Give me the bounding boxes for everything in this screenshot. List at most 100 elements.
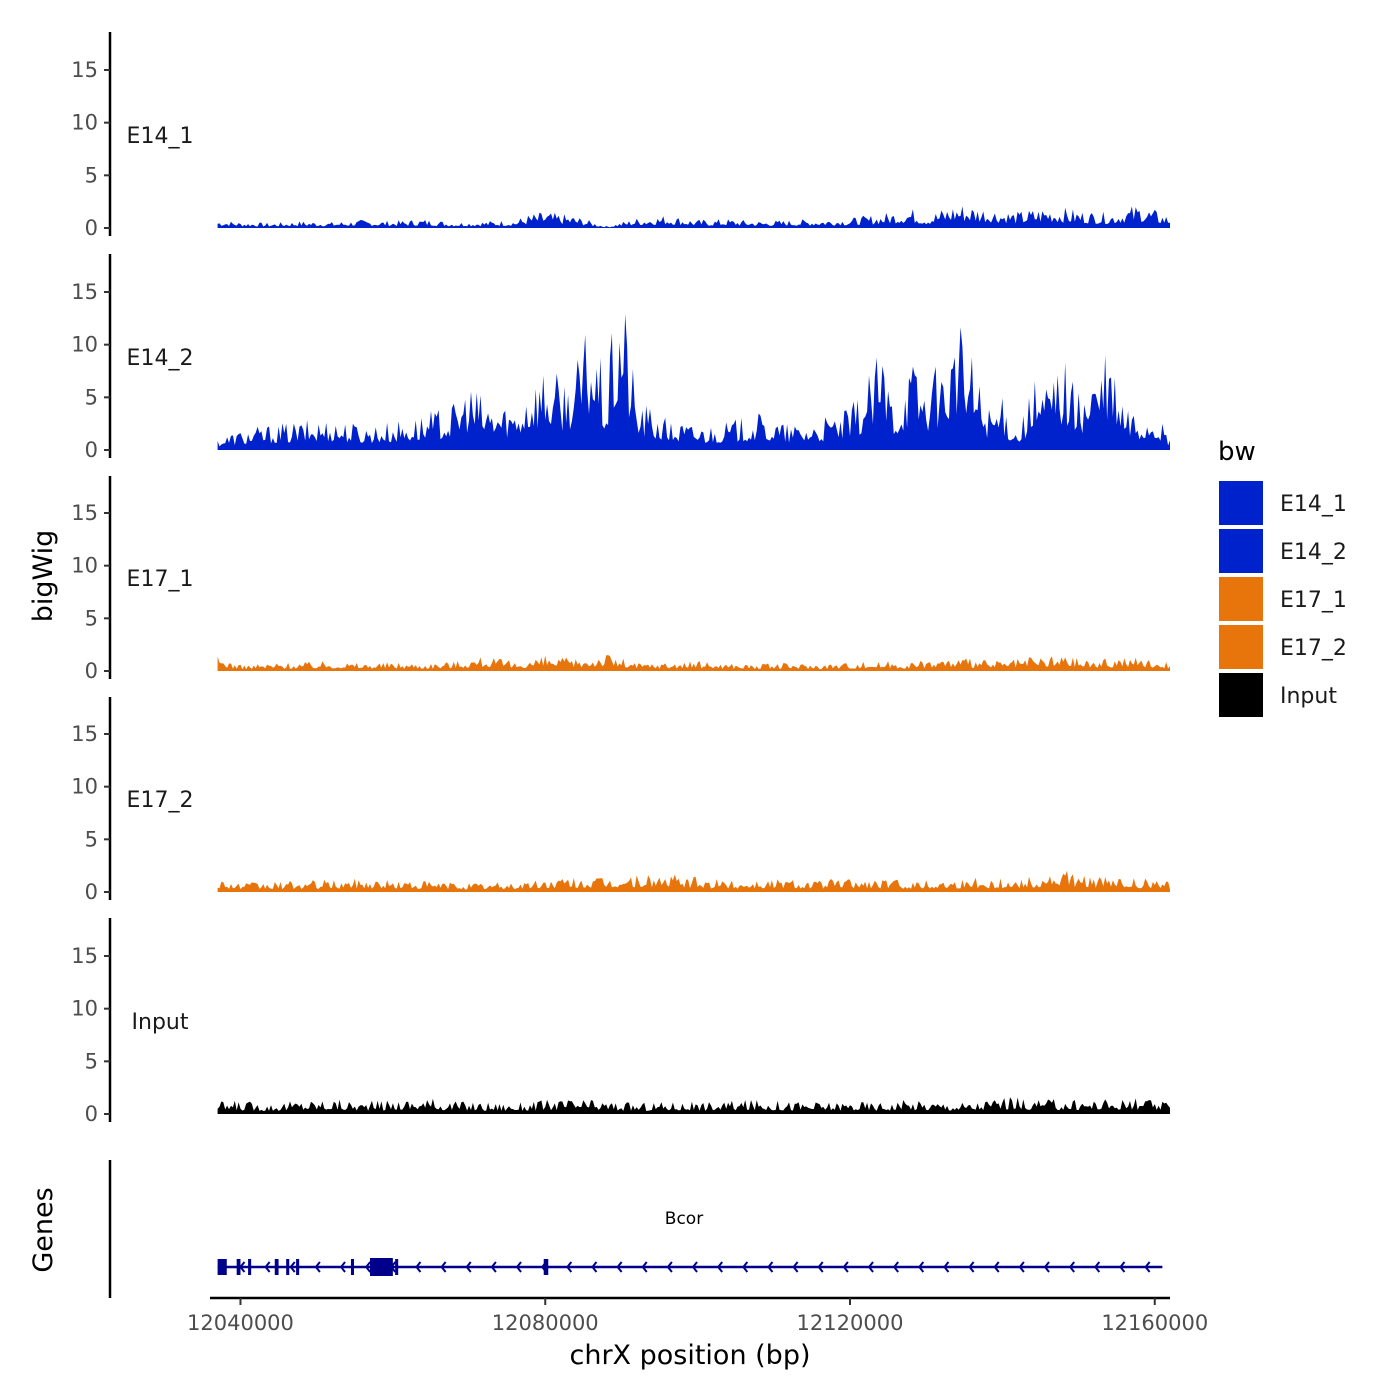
- legend-item: E14_1: [1217, 479, 1347, 527]
- exon: [236, 1259, 241, 1275]
- strand-arrow: [918, 1261, 925, 1273]
- exon: [296, 1259, 300, 1275]
- signal-tracks: 0 5 10 15 E14_1 0 5 10 15 E14_2 0 5 10 15 E17_1 0 5 10 15 E…: [71, 32, 1171, 1126]
- legend-swatch: [1217, 671, 1265, 719]
- exon: [248, 1259, 252, 1275]
- strand-arrow: [364, 1261, 371, 1273]
- strand-arrow: [817, 1261, 824, 1273]
- gene-track-title: Genes: [28, 1187, 59, 1272]
- track-E17_1: 0 5 10 15 E17_1: [71, 476, 1171, 683]
- strand-arrow: [666, 1261, 673, 1273]
- y-tick-label: 0: [85, 216, 98, 240]
- x-tick-label: 12120000: [797, 1311, 904, 1335]
- strand-arrow: [566, 1261, 573, 1273]
- track-label: E14_1: [127, 124, 194, 149]
- legend-label: E17_2: [1280, 636, 1347, 661]
- track-E14_2: 0 5 10 15 E14_2: [71, 254, 1171, 462]
- strand-arrow: [440, 1261, 447, 1273]
- strand-arrow: [415, 1261, 422, 1273]
- exon: [543, 1259, 549, 1275]
- y-tick-label: 5: [85, 606, 98, 630]
- y-tick-label: 0: [85, 880, 98, 904]
- strand-arrow: [641, 1261, 648, 1273]
- legend-label: E14_1: [1280, 492, 1347, 517]
- strand-arrow: [465, 1261, 472, 1273]
- y-tick-label: 10: [71, 333, 98, 357]
- strand-arrow: [1144, 1261, 1151, 1273]
- strand-arrow: [264, 1261, 271, 1273]
- track-label: Input: [132, 1010, 189, 1035]
- y-tick-label: 5: [85, 1049, 98, 1073]
- strand-arrow: [968, 1261, 975, 1273]
- legend-swatch: [1217, 575, 1265, 623]
- y-tick-label: 5: [85, 163, 98, 187]
- y-tick-label: 5: [85, 827, 98, 851]
- strand-arrow: [289, 1261, 296, 1273]
- exon: [274, 1259, 279, 1275]
- y-tick-label: 15: [71, 58, 98, 82]
- y-tick-label: 15: [71, 944, 98, 968]
- legend-swatch: [1217, 623, 1265, 671]
- strand-arrow: [892, 1261, 899, 1273]
- strand-arrow: [742, 1261, 749, 1273]
- legend-label: E17_1: [1280, 588, 1347, 613]
- signal-area-E14_1: [217, 206, 1171, 228]
- exon: [370, 1258, 393, 1276]
- y-tick-label: 15: [71, 722, 98, 746]
- exon: [395, 1259, 399, 1275]
- x-tick-label: 12040000: [187, 1311, 294, 1335]
- strand-arrow: [767, 1261, 774, 1273]
- y-tick-label: 10: [71, 997, 98, 1021]
- strand-arrow: [993, 1261, 1000, 1273]
- y-tick-label: 10: [71, 775, 98, 799]
- exon: [350, 1259, 354, 1275]
- gene-name-label: Bcor: [665, 1209, 703, 1229]
- y-tick-label: 0: [85, 659, 98, 683]
- strand-arrow: [490, 1261, 497, 1273]
- y-tick-label: 0: [85, 438, 98, 462]
- strand-arrow: [1119, 1261, 1126, 1273]
- legend-label: Input: [1280, 684, 1337, 709]
- legend-swatch: [1217, 479, 1265, 527]
- track-E14_1: 0 5 10 15 E14_1: [71, 32, 1171, 240]
- legend-swatch: [1217, 527, 1265, 575]
- strand-arrow: [867, 1261, 874, 1273]
- signal-area-E17_2: [217, 870, 1171, 892]
- x-axis: 12040000 12080000 12120000 12160000: [187, 1296, 1208, 1335]
- strand-arrow: [691, 1261, 698, 1273]
- strand-arrow: [616, 1261, 623, 1273]
- y-tick-label: 15: [71, 280, 98, 304]
- strand-arrow: [515, 1261, 522, 1273]
- legend-item: E17_1: [1217, 575, 1347, 623]
- x-axis-title: chrX position (bp): [569, 1340, 810, 1371]
- track-label: E17_1: [127, 567, 194, 592]
- track-label: E17_2: [127, 788, 194, 813]
- y-tick-label: 5: [85, 385, 98, 409]
- strand-arrow: [716, 1261, 723, 1273]
- legend-item: E17_2: [1217, 623, 1347, 671]
- strand-arrow: [591, 1261, 598, 1273]
- legend-item: Input: [1217, 671, 1337, 719]
- strand-arrow: [1068, 1261, 1075, 1273]
- legend: bw E14_1 E14_2 E17_1 E17_2 Input: [1217, 437, 1347, 719]
- y-tick-label: 10: [71, 111, 98, 135]
- y-tick-label: 0: [85, 1102, 98, 1126]
- y-tick-label: 15: [71, 501, 98, 525]
- signal-area-E17_1: [217, 655, 1171, 671]
- x-tick-label: 12160000: [1101, 1311, 1208, 1335]
- exon: [286, 1259, 290, 1275]
- legend-title: bw: [1218, 437, 1256, 467]
- gene-track-panel: Genes Bcor: [28, 1160, 1163, 1298]
- signal-area-Input: [217, 1097, 1171, 1114]
- x-tick-label: 12080000: [492, 1311, 599, 1335]
- strand-arrow: [1043, 1261, 1050, 1273]
- legend-label: E14_2: [1280, 540, 1347, 565]
- strand-arrow: [314, 1261, 321, 1273]
- y-tick-label: 10: [71, 554, 98, 578]
- strand-arrow: [943, 1261, 950, 1273]
- strand-arrow: [842, 1261, 849, 1273]
- track-Input: 0 5 10 15 Input: [71, 918, 1171, 1126]
- exon: [217, 1259, 227, 1275]
- signal-area-E14_2: [217, 314, 1171, 450]
